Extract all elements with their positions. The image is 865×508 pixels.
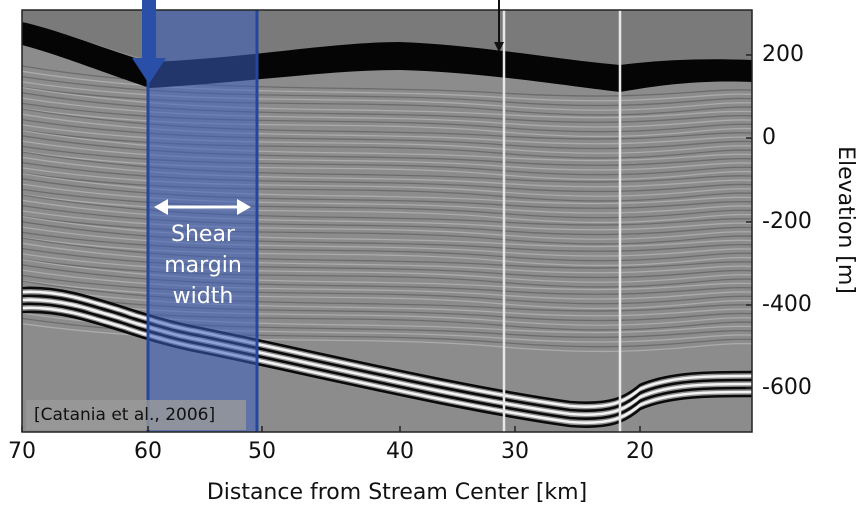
- bed-band: [22, 298, 752, 416]
- y-axis: 200 0 -200 -400 -600: [746, 42, 812, 400]
- y-tick-label: -600: [762, 375, 812, 400]
- bed-band: [22, 286, 752, 404]
- shear-margin-region: [148, 10, 257, 432]
- width-arrow: [154, 199, 251, 215]
- citation: [Catania et al., 2006]: [34, 405, 215, 425]
- citation-box: [26, 400, 246, 430]
- x-tick-label: 60: [134, 439, 162, 464]
- annotation: Shear: [171, 222, 236, 247]
- y-tick-label: 200: [762, 42, 804, 67]
- black-arrow-head: [494, 42, 504, 52]
- x-axis: 70 60 50 40 30 20: [8, 426, 654, 464]
- bed-band: [22, 306, 752, 424]
- x-tick-label: 70: [8, 439, 36, 464]
- x-axis-label: Distance from Stream Center [km]: [207, 480, 587, 505]
- x-tick-label: 30: [501, 439, 529, 464]
- plot-frame: [21, 9, 753, 433]
- blue-arrow: [132, 0, 166, 84]
- x-tick-label: 50: [248, 439, 276, 464]
- x-tick-label: 40: [386, 439, 414, 464]
- bed-band: [22, 302, 752, 420]
- y-tick-label: 0: [762, 125, 776, 150]
- y-axis-label: Elevation [m]: [833, 146, 858, 294]
- y-tick-label: -400: [762, 292, 812, 317]
- bed-reflector: [22, 286, 752, 428]
- annotation: margin: [164, 253, 242, 278]
- bed-band: [22, 294, 752, 412]
- y-tick-label: -200: [762, 209, 812, 234]
- x-tick-label: 20: [626, 439, 654, 464]
- radargram: [22, 10, 752, 432]
- bed-band: [22, 310, 752, 428]
- annotation: width: [173, 284, 234, 309]
- bed-band: [22, 290, 752, 408]
